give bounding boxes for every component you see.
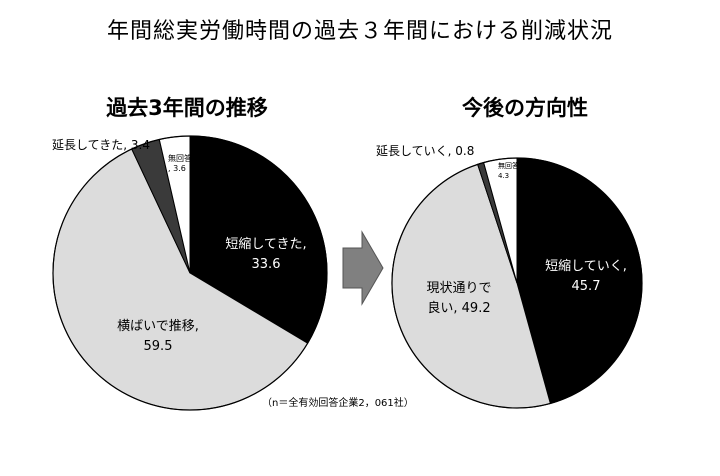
pie-2-slice-4-label: 無回答 4.3 <box>498 161 519 180</box>
pie-2-slice-3-label: 延長していく, 0.8 <box>376 144 474 158</box>
pie-1-slice-2-label: 横ばいで推移, 59.5 <box>117 319 199 354</box>
right-arrow-icon <box>342 230 384 306</box>
pie-1-outline <box>52 135 328 411</box>
pie-1-slice-1-label: 短縮してきた, 33.6 <box>225 236 306 272</box>
right-chart-title: 今後の方向性 <box>462 96 588 120</box>
pie-1-slice-4-label: 無回答, 3.6 <box>168 153 192 173</box>
pie-1-slice-3-label: 延長してきた, 3.4 <box>52 138 150 152</box>
sample-size-note: （n＝全有効回答企業2，061社） <box>262 398 414 409</box>
figure-title: 年間総実労働時間の過去３年間における削減状況 <box>106 19 613 44</box>
pie-2-slice-2-label: 現状通りで良い, 49.2 <box>426 281 491 316</box>
pie-2-outline <box>391 157 643 409</box>
left-chart-title: 過去3年間の推移 <box>106 96 268 120</box>
pie-2-slice-1-label: 短縮していく, 45.7 <box>545 258 627 294</box>
